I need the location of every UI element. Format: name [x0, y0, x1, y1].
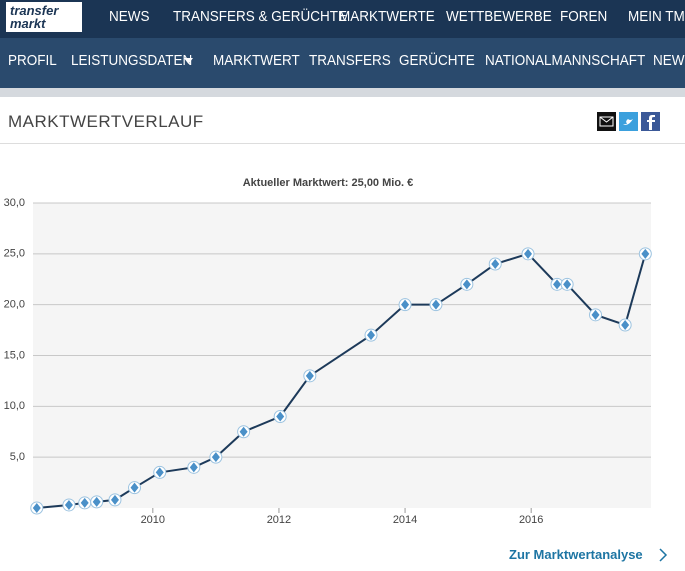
data-point: [237, 425, 251, 439]
chart-title: Aktueller Marktwert: 25,00 Mio. €: [243, 177, 414, 189]
dropdown-caret: [184, 58, 193, 64]
logo-line: markt: [10, 16, 46, 31]
data-point: [488, 257, 502, 271]
nav-item[interactable]: FOREN: [560, 8, 608, 25]
y-tick-label: 30,0: [4, 197, 25, 209]
nav-item[interactable]: PROFIL: [8, 52, 57, 69]
chevron: [659, 548, 668, 562]
x-tick-label: 2014: [393, 514, 417, 526]
data-point: [90, 495, 104, 509]
nav-item[interactable]: GERÜCHTE: [399, 52, 475, 69]
x-tick-label: 2016: [519, 514, 543, 526]
logo[interactable]: transfer markt: [6, 2, 82, 32]
data-point: [398, 298, 412, 312]
nav-item[interactable]: NATIONALMANNSCHAFT: [485, 52, 646, 69]
y-tick-label: 15,0: [4, 349, 25, 361]
main-nav: transfer markt NEWS TRANSFERS & GERÜCHTE …: [0, 0, 685, 38]
data-point: [638, 247, 652, 261]
y-tick-label: 5,0: [10, 451, 25, 463]
y-tick-label: 10,0: [4, 400, 25, 412]
nav-item[interactable]: MARKTWERT: [213, 52, 300, 69]
data-point: [62, 498, 76, 512]
data-point: [209, 450, 223, 464]
data-point: [153, 465, 167, 479]
share-icons: [597, 112, 660, 131]
data-point: [108, 493, 122, 507]
divider: [0, 143, 685, 144]
data-point: [550, 277, 564, 291]
y-tick-label: 20,0: [4, 299, 25, 311]
data-point: [618, 318, 632, 332]
data-point: [429, 298, 443, 312]
data-point: [128, 481, 142, 495]
nav-item[interactable]: TRANSFERS & GERÜCHTE: [173, 8, 348, 25]
nav-item[interactable]: MEIN TM: [628, 8, 685, 25]
analysis-link[interactable]: Zur Marktwertanalyse: [509, 547, 643, 562]
sub-nav: PROFIL LEISTUNGSDATEN MARKTWERT TRANSFER…: [0, 38, 685, 88]
data-point: [78, 496, 92, 510]
data-point: [560, 277, 574, 291]
data-point: [521, 247, 535, 261]
data-point: [364, 328, 378, 342]
nav-item[interactable]: MARKTWERTE: [339, 8, 435, 25]
nav-item[interactable]: WETTBEWERBE: [446, 8, 552, 25]
separator: [0, 88, 685, 97]
nav-item[interactable]: LEISTUNGSDATEN: [71, 52, 193, 69]
section-title: MARKTWERTVERLAUF: [8, 112, 204, 131]
nav-item[interactable]: NEWS: [109, 8, 150, 25]
nav-item[interactable]: TRANSFERS: [309, 52, 391, 69]
data-point: [303, 369, 317, 383]
data-point: [589, 308, 603, 322]
data-point: [187, 460, 201, 474]
x-tick-label: 2010: [141, 514, 165, 526]
y-tick-label: 25,0: [4, 248, 25, 260]
data-point: [460, 277, 474, 291]
x-tick-label: 2012: [267, 514, 291, 526]
data-point: [30, 501, 44, 515]
nav-item[interactable]: NEWS: [653, 52, 685, 69]
logo-line: transfer: [10, 3, 59, 18]
data-point: [273, 410, 287, 423]
